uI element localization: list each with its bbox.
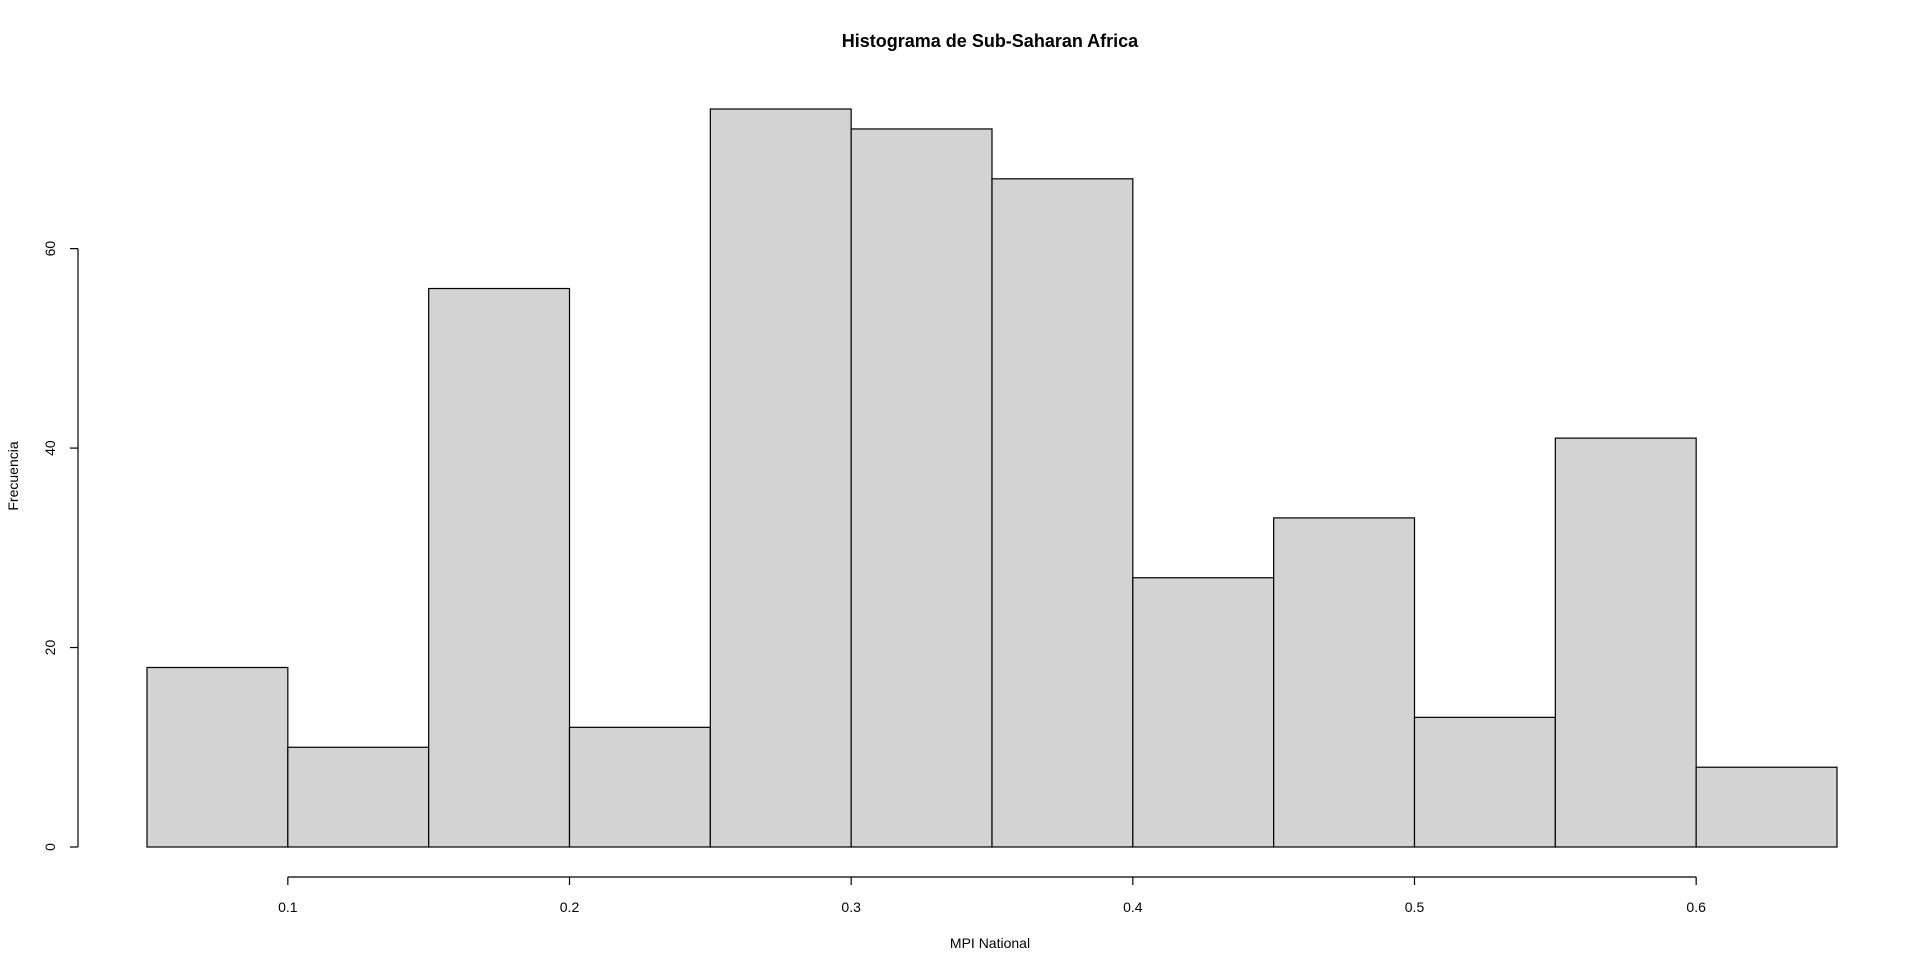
histogram-bar bbox=[1132, 577, 1275, 848]
chart-title: Histograma de Sub-Saharan Africa bbox=[842, 31, 1139, 51]
histogram-bar bbox=[1413, 716, 1556, 848]
y-tick-label: 40 bbox=[42, 440, 58, 456]
y-axis: 0 20 40 60 bbox=[42, 241, 79, 851]
bars-layer bbox=[146, 108, 1838, 848]
y-tick-label: 20 bbox=[42, 640, 58, 656]
x-tick-label: 0.5 bbox=[1405, 899, 1425, 915]
histogram-bar bbox=[709, 108, 852, 848]
x-axis-label: MPI National bbox=[950, 935, 1030, 951]
x-tick-label: 0.3 bbox=[841, 899, 861, 915]
x-axis: 0.1 0.2 0.3 0.4 0.5 0.6 bbox=[278, 876, 1706, 915]
histogram-bar bbox=[146, 666, 289, 848]
histogram-bar bbox=[287, 746, 430, 848]
histogram-bar bbox=[428, 287, 571, 848]
y-tick-label: 0 bbox=[42, 843, 58, 851]
histogram-bar bbox=[850, 128, 993, 848]
histogram-bar bbox=[991, 178, 1134, 848]
histogram-bar bbox=[1273, 517, 1416, 848]
y-axis-label: Frecuencia bbox=[5, 441, 21, 510]
histogram-bar bbox=[568, 726, 711, 848]
y-tick-label: 60 bbox=[42, 241, 58, 257]
x-tick-label: 0.4 bbox=[1123, 899, 1143, 915]
histogram-bar bbox=[1554, 437, 1697, 848]
histogram-bar bbox=[1695, 766, 1838, 848]
x-tick-label: 0.2 bbox=[560, 899, 580, 915]
x-tick-label: 0.6 bbox=[1686, 899, 1706, 915]
x-tick-label: 0.1 bbox=[278, 899, 298, 915]
